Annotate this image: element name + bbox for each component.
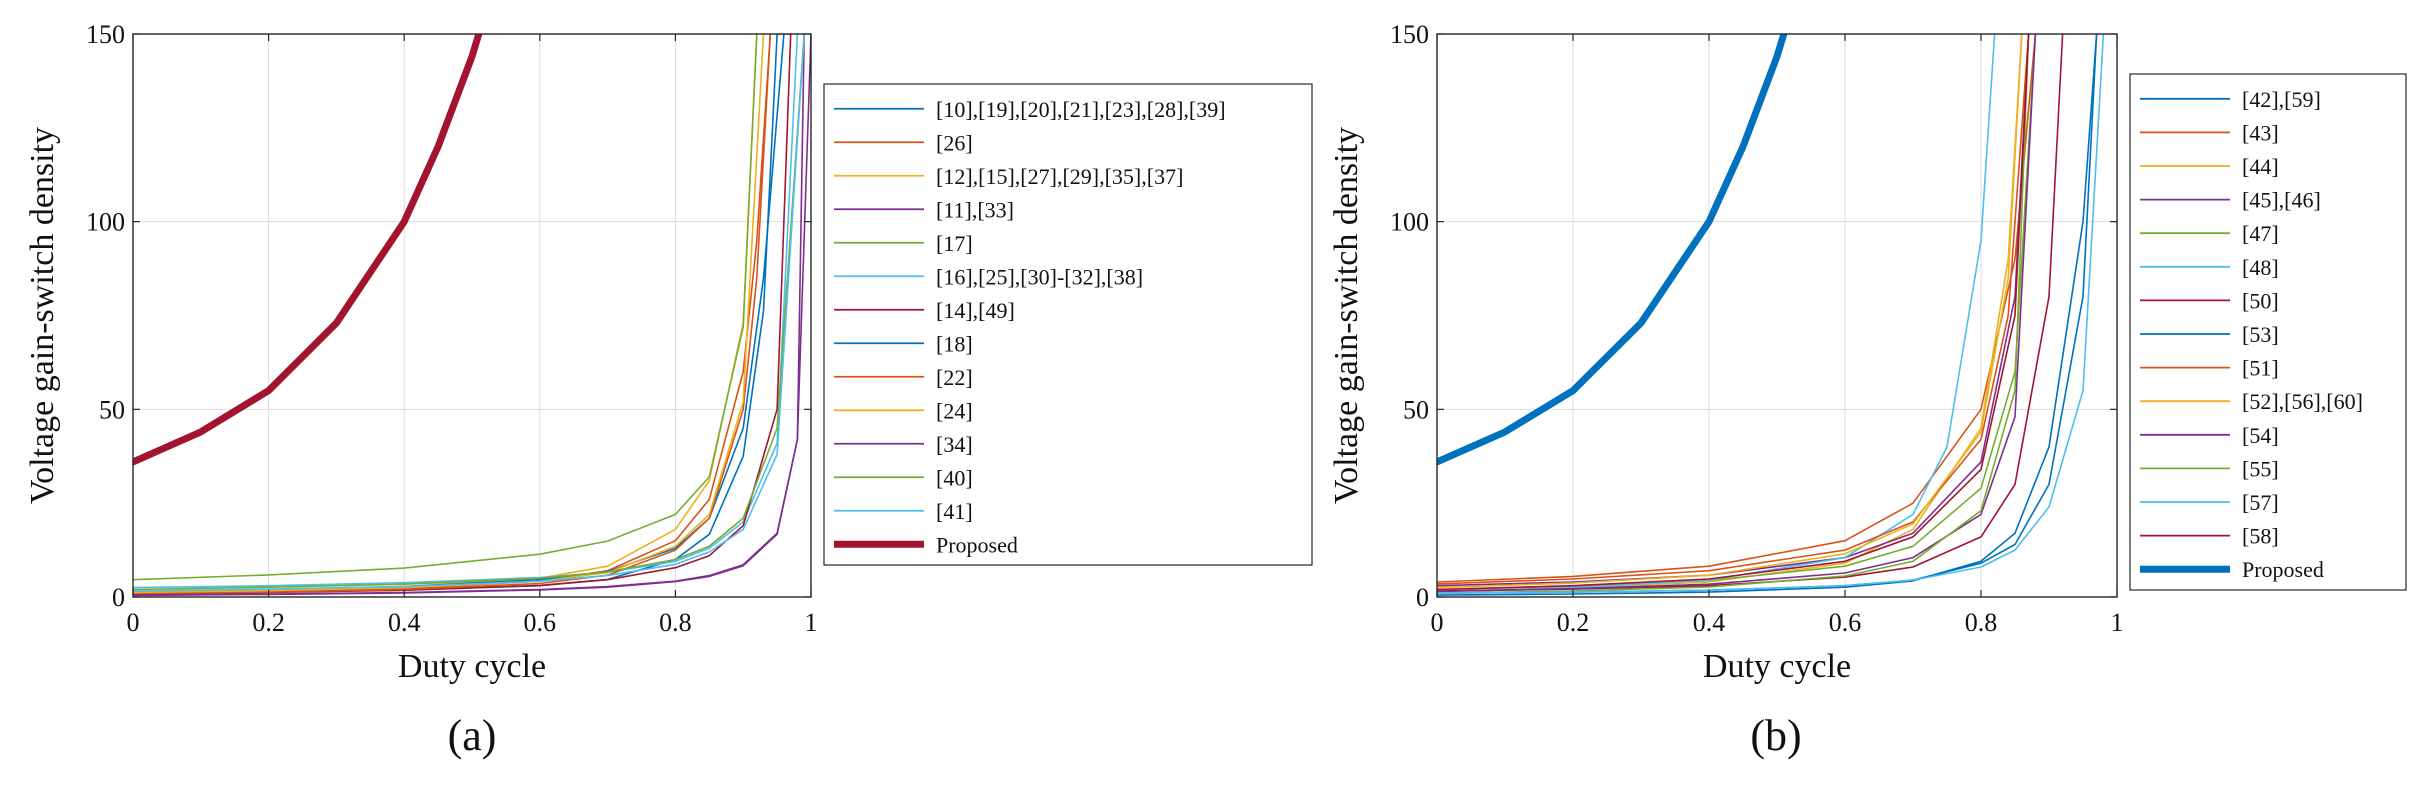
x-tick-label: 0 [1431, 608, 1444, 637]
legend-label: Proposed [2242, 557, 2324, 582]
legend-label: [40] [936, 465, 973, 490]
x-tick-label: 0 [127, 608, 140, 637]
legend-label: [54] [2242, 423, 2279, 448]
legend-label: [12],[15],[27],[29],[35],[37] [936, 164, 1183, 189]
y-tick-label: 100 [86, 208, 125, 237]
legend-label: [52],[56],[60] [2242, 389, 2363, 414]
legend-label: [18] [936, 331, 973, 356]
legend-label: [14],[49] [936, 298, 1015, 323]
legend-label: [44] [2242, 154, 2279, 179]
x-tick-label: 0.2 [252, 608, 285, 637]
x-tick-label: 0.8 [659, 608, 692, 637]
legend-box [824, 84, 1312, 565]
chart-panel-b: 0 0.2 0.4 0.6 0.8 1 0 50 100 150 Duty cycle Voltage… [1328, 20, 2406, 760]
x-axis-label: Duty cycle [398, 648, 546, 685]
y-tick-label: 150 [86, 20, 125, 49]
x-tick-label: 0.6 [1829, 608, 1862, 637]
legend-label: [53] [2242, 322, 2279, 347]
x-tick-label: 0.4 [1693, 608, 1726, 637]
legend-label: [47] [2242, 221, 2279, 246]
legend-label: [43] [2242, 120, 2279, 145]
x-tick-label: 1 [2111, 608, 2124, 637]
panel-caption: (b) [1750, 711, 1801, 760]
panel-caption: (a) [448, 711, 497, 760]
legend-label: [24] [936, 398, 973, 423]
legend-label: [51] [2242, 356, 2279, 381]
y-tick-label: 0 [112, 583, 125, 612]
legend-label: [50] [2242, 288, 2279, 313]
x-tick-label: 0.4 [388, 608, 421, 637]
legend-label: [10],[19],[20],[21],[23],[28],[39] [936, 97, 1226, 122]
chart-panel-a: 0 0.2 0.4 0.6 0.8 1 0 50 100 150 Duty cycle Voltage… [24, 20, 1312, 760]
y-axis-label: Voltage gain-switch density [1328, 127, 1365, 504]
y-tick-label: 50 [99, 395, 125, 424]
y-tick-label: 50 [1403, 395, 1429, 424]
y-tick-label: 100 [1390, 208, 1429, 237]
legend: [42],[59] [43] [44] [45],[46] [47] [48] [50] [5… [2130, 74, 2406, 590]
legend-label: [41] [936, 499, 973, 524]
legend-label: [57] [2242, 490, 2279, 515]
legend-label: [34] [936, 432, 973, 457]
legend-label: [26] [936, 130, 973, 155]
y-axis-label: Voltage gain-switch density [24, 127, 61, 504]
legend-label: [17] [936, 231, 973, 256]
x-tick-label: 0.2 [1557, 608, 1590, 637]
legend-label: [42],[59] [2242, 87, 2321, 112]
x-axis-label: Duty cycle [1703, 648, 1851, 685]
y-tick-label: 0 [1416, 583, 1429, 612]
legend-label: [55] [2242, 456, 2279, 481]
legend-label: [22] [936, 365, 973, 390]
y-tick-label: 150 [1390, 20, 1429, 49]
legend-label: Proposed [936, 532, 1018, 557]
legend-label: [11],[33] [936, 197, 1014, 222]
x-tick-label: 0.8 [1965, 608, 1998, 637]
legend-label: [58] [2242, 524, 2279, 549]
x-tick-label: 1 [805, 608, 818, 637]
legend-label: [45],[46] [2242, 188, 2321, 213]
legend-label: [16],[25],[30]-[32],[38] [936, 264, 1143, 289]
legend: [10],[19],[20],[21],[23],[28],[39] [26] [1… [824, 84, 1312, 565]
x-tick-label: 0.6 [524, 608, 557, 637]
legend-label: [48] [2242, 255, 2279, 280]
